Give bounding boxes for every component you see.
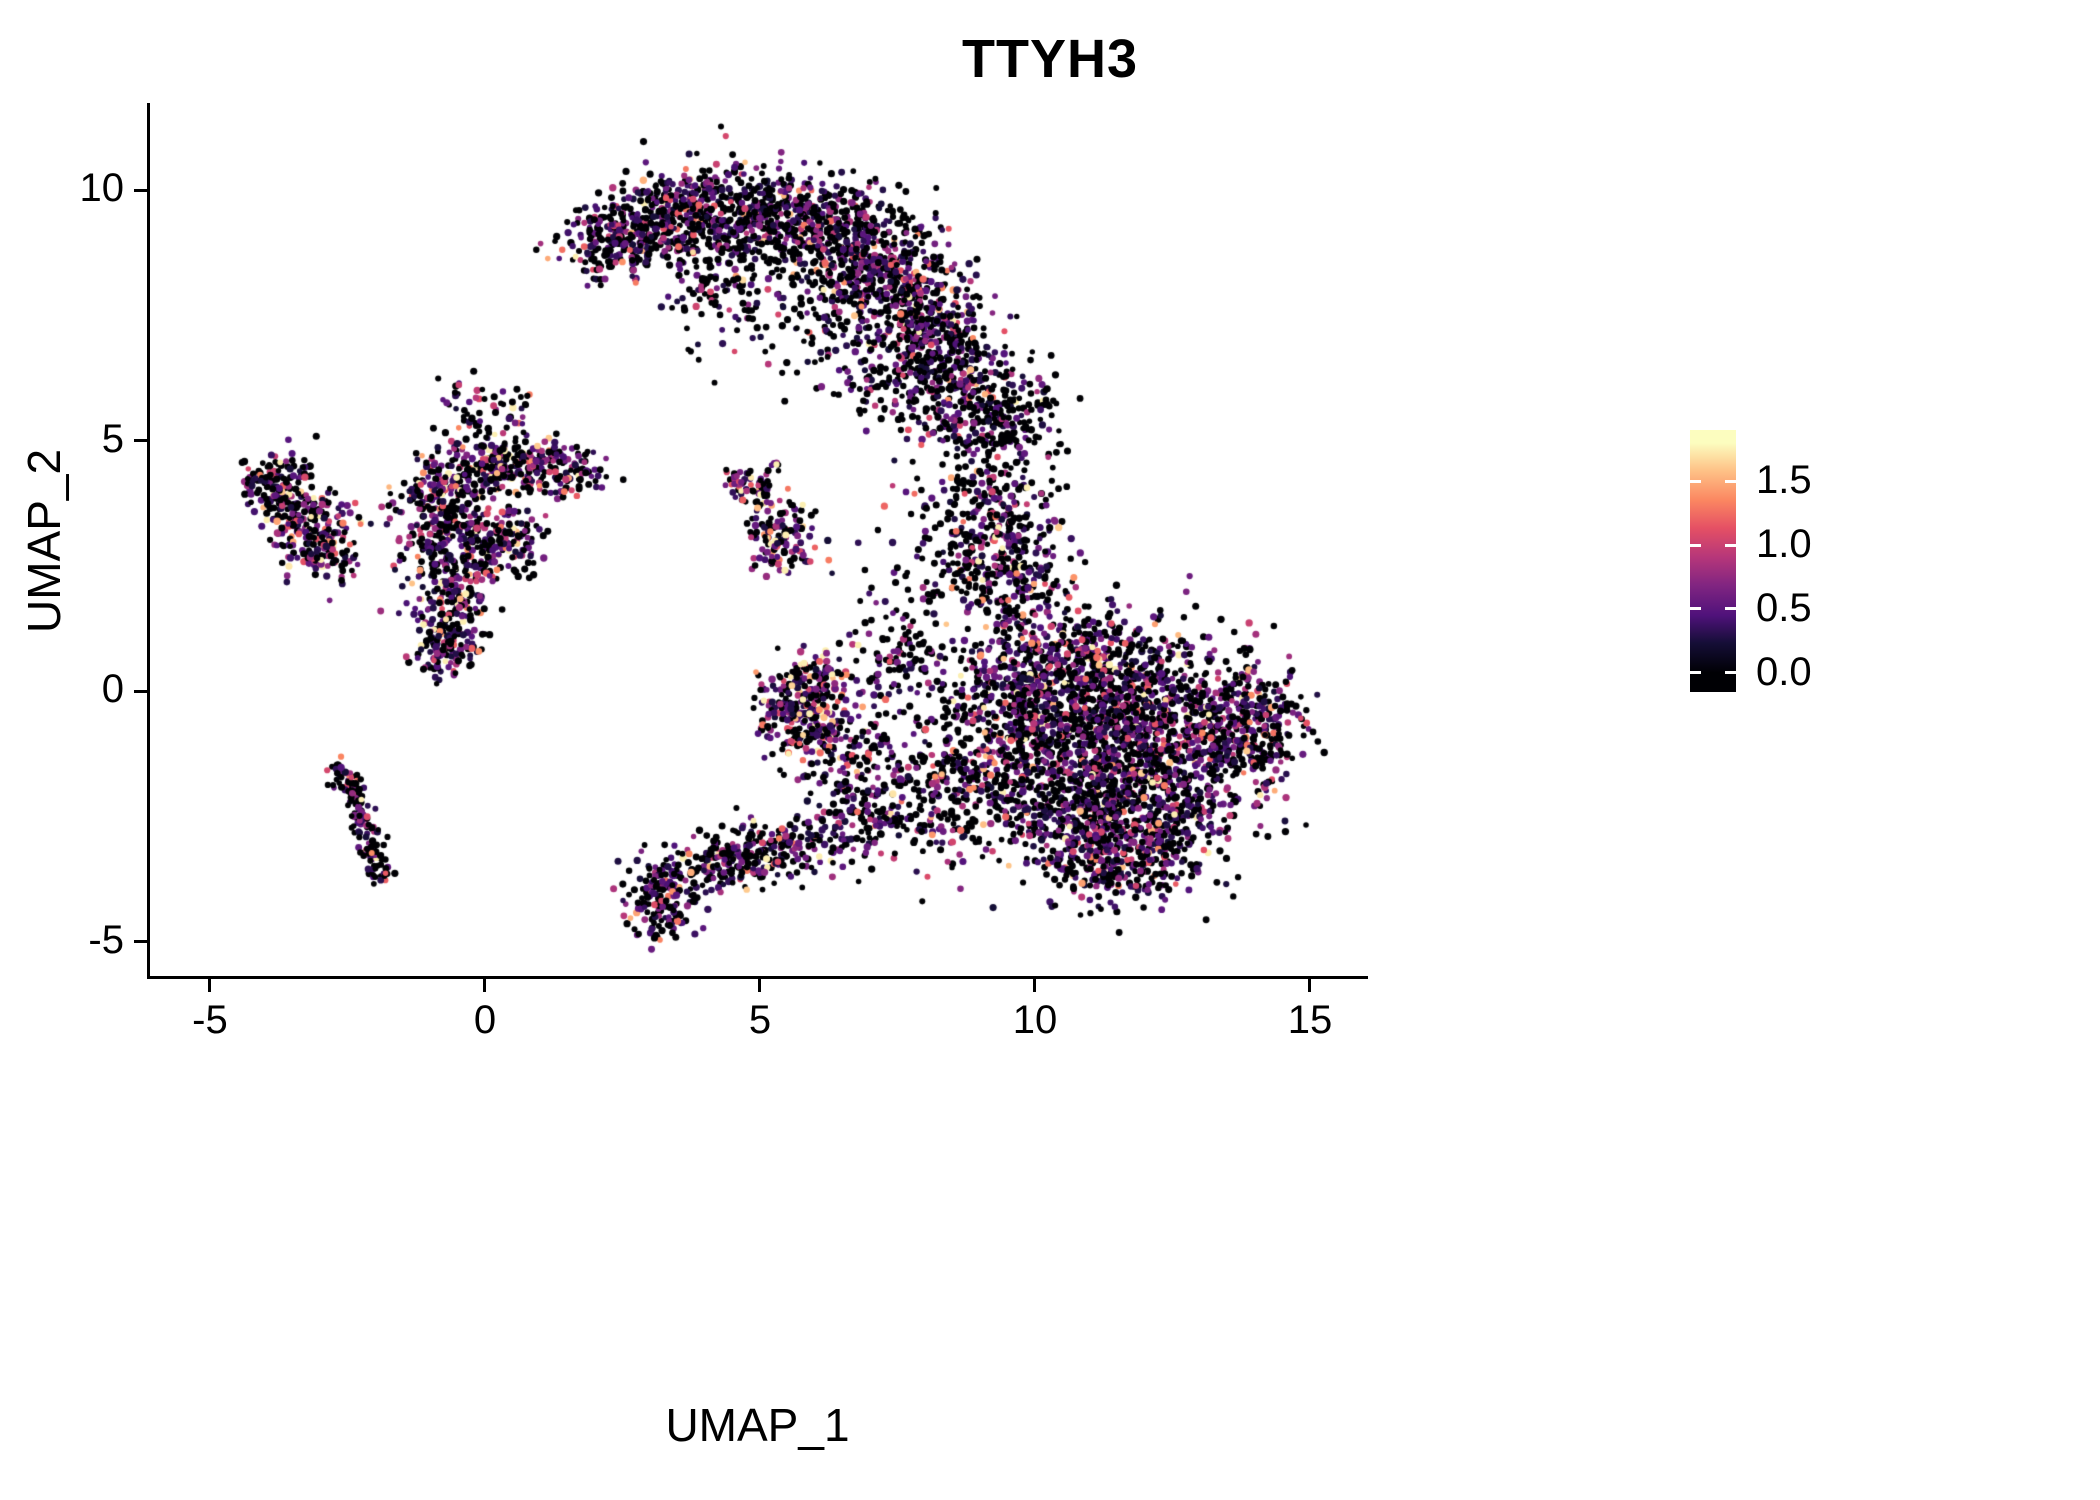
y-axis-line — [147, 103, 150, 979]
scatter-points-canvas — [150, 105, 1365, 977]
x-tick-mark — [1308, 979, 1312, 992]
y-tick-label: 10 — [79, 166, 125, 211]
x-tick-label: 0 — [473, 998, 497, 1042]
y-tick-mark — [134, 689, 147, 693]
colorbar-tick-mark — [1690, 479, 1701, 483]
colorbar-tick-mark — [1690, 671, 1701, 675]
expression-colorbar — [1690, 430, 1736, 692]
x-tick-label: 10 — [1012, 998, 1058, 1042]
colorbar-tick-label: 1.5 — [1756, 458, 1812, 503]
colorbar-tick-mark — [1725, 607, 1736, 611]
colorbar-tick-mark — [1690, 543, 1701, 547]
colorbar-tick-mark — [1690, 607, 1701, 611]
x-tick-label: -5 — [192, 998, 228, 1042]
x-tick-mark — [208, 979, 212, 992]
plot-title: TTYH3 — [961, 29, 1139, 89]
colorbar-tick-label: 1.0 — [1756, 522, 1812, 567]
colorbar-tick-label: 0.0 — [1756, 649, 1812, 694]
y-tick-label: 5 — [101, 416, 124, 461]
colorbar-tick-mark — [1725, 543, 1736, 547]
x-tick-mark — [758, 979, 762, 992]
x-tick-label: 5 — [748, 998, 772, 1042]
colorbar-tick-mark — [1725, 479, 1736, 483]
x-axis-title: UMAP_1 — [665, 1399, 850, 1451]
y-tick-label: -5 — [88, 917, 124, 962]
x-axis-line — [147, 976, 1368, 979]
y-tick-mark — [134, 439, 147, 443]
x-tick-mark — [483, 979, 487, 992]
y-axis-title: UMAP_2 — [18, 448, 70, 634]
colorbar-tick-mark — [1725, 671, 1736, 675]
colorbar-tick-label: 0.5 — [1756, 585, 1812, 630]
x-tick-mark — [1033, 979, 1037, 992]
x-tick-label: 15 — [1287, 998, 1333, 1042]
y-tick-mark — [134, 940, 147, 944]
y-tick-mark — [134, 188, 147, 192]
y-tick-label: 0 — [101, 667, 124, 712]
